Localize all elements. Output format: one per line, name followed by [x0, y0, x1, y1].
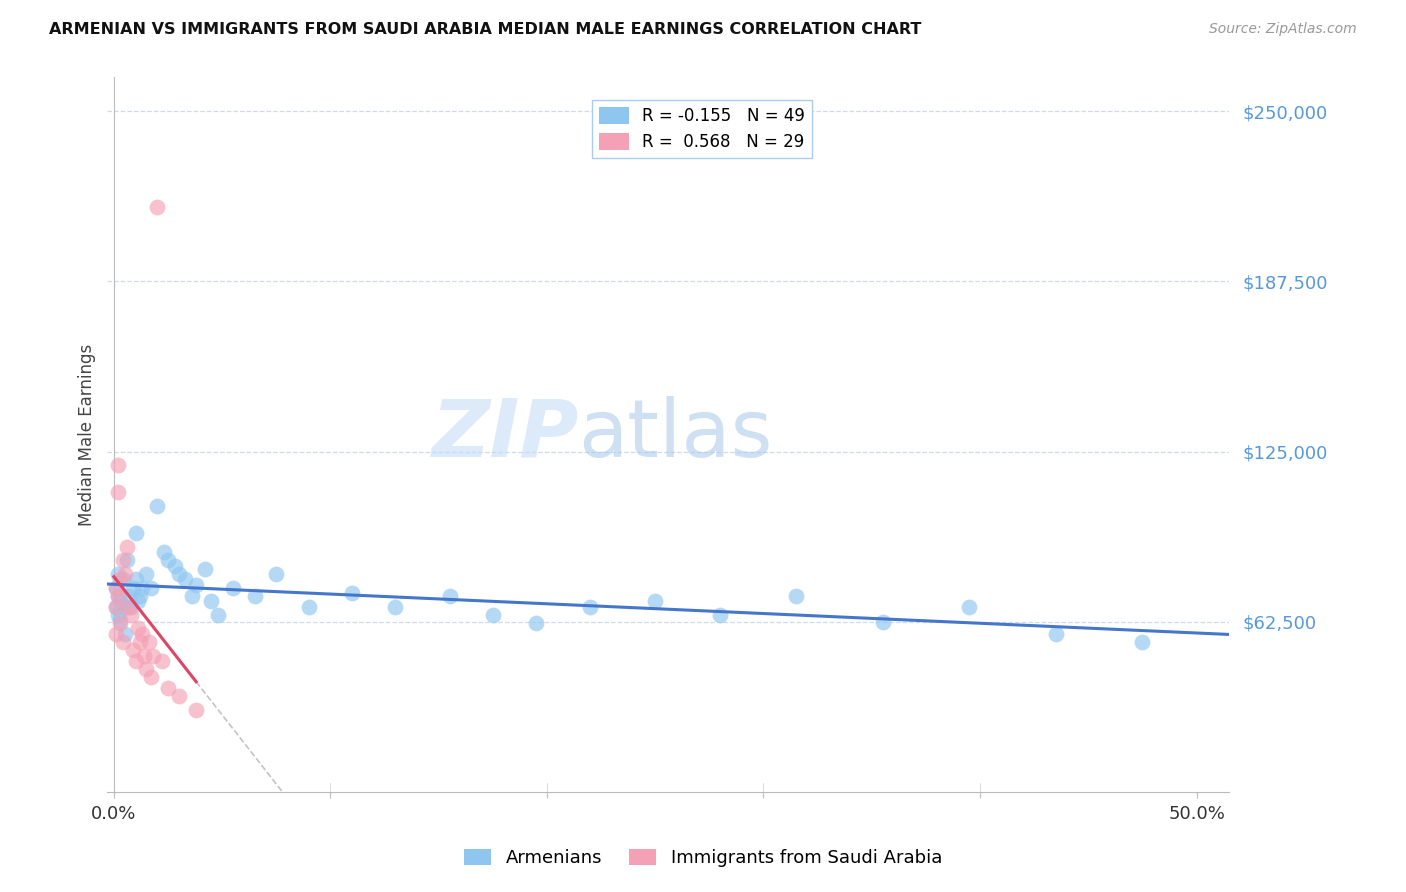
Point — [167, 566, 190, 581]
Point — [243, 589, 266, 603]
Point — [127, 621, 149, 635]
Point — [127, 594, 149, 608]
Point — [118, 589, 141, 603]
Point — [156, 553, 179, 567]
Point — [150, 654, 173, 668]
Point — [114, 627, 136, 641]
Point — [115, 540, 138, 554]
Point — [105, 599, 128, 614]
Point — [785, 589, 807, 603]
Point — [115, 553, 138, 567]
Point — [105, 627, 128, 641]
Point — [134, 648, 156, 663]
Point — [131, 581, 153, 595]
Point — [264, 566, 287, 581]
Point — [1132, 635, 1154, 649]
Point — [146, 499, 169, 513]
Point — [709, 607, 731, 622]
Point — [138, 635, 160, 649]
Point — [107, 589, 129, 603]
Point — [107, 458, 129, 472]
Point — [194, 561, 217, 575]
Point — [298, 599, 321, 614]
Point — [135, 662, 157, 676]
Point — [107, 589, 129, 603]
Point — [110, 615, 132, 630]
Point — [163, 558, 186, 573]
Point — [120, 599, 142, 614]
Text: Source: ZipAtlas.com: Source: ZipAtlas.com — [1209, 22, 1357, 37]
Point — [156, 681, 179, 696]
Point — [186, 703, 208, 717]
Point — [124, 654, 146, 668]
Point — [107, 485, 129, 500]
Point — [105, 599, 128, 614]
Point — [128, 635, 150, 649]
Point — [105, 581, 128, 595]
Point — [167, 690, 190, 704]
Point — [139, 581, 162, 595]
Point — [957, 599, 980, 614]
Point — [105, 581, 128, 595]
Point — [142, 648, 165, 663]
Point — [122, 643, 145, 657]
Point — [114, 599, 136, 614]
Point — [110, 613, 132, 627]
Point — [146, 200, 169, 214]
Point — [128, 589, 150, 603]
Point — [1045, 627, 1067, 641]
Legend: R = -0.155   N = 49, R =  0.568   N = 29: R = -0.155 N = 49, R = 0.568 N = 29 — [592, 100, 811, 158]
Point — [439, 589, 461, 603]
Point — [122, 581, 145, 595]
Legend: Armenians, Immigrants from Saudi Arabia: Armenians, Immigrants from Saudi Arabia — [457, 841, 949, 874]
Point — [110, 573, 132, 587]
Point — [222, 581, 245, 595]
Point — [120, 607, 142, 622]
Point — [111, 573, 134, 587]
Point — [180, 589, 202, 603]
Point — [135, 566, 157, 581]
Point — [482, 607, 505, 622]
Point — [200, 594, 222, 608]
Text: ZIP: ZIP — [432, 395, 578, 474]
Point — [174, 573, 197, 587]
Point — [139, 670, 162, 684]
Text: ARMENIAN VS IMMIGRANTS FROM SAUDI ARABIA MEDIAN MALE EARNINGS CORRELATION CHART: ARMENIAN VS IMMIGRANTS FROM SAUDI ARABIA… — [49, 22, 921, 37]
Point — [579, 599, 602, 614]
Point — [111, 635, 134, 649]
Point — [107, 566, 129, 581]
Point — [124, 526, 146, 541]
Point — [114, 566, 136, 581]
Text: atlas: atlas — [578, 395, 773, 474]
Point — [111, 553, 134, 567]
Point — [131, 627, 153, 641]
Point — [107, 607, 129, 622]
Point — [186, 578, 208, 592]
Point — [340, 586, 363, 600]
Point — [524, 615, 547, 630]
Point — [152, 545, 174, 559]
Point — [644, 594, 666, 608]
Point — [118, 599, 141, 614]
Point — [110, 594, 132, 608]
Point — [207, 607, 229, 622]
Point — [384, 599, 406, 614]
Point — [124, 573, 146, 587]
Point — [872, 615, 894, 629]
Y-axis label: Median Male Earnings: Median Male Earnings — [79, 343, 96, 525]
